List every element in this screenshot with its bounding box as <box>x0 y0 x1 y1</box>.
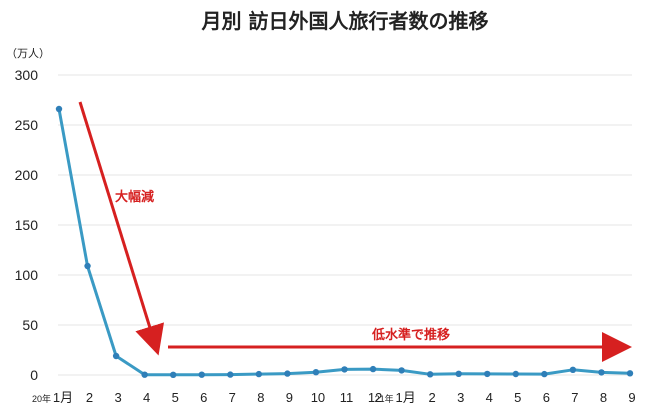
x-tick-label: 6 <box>543 390 550 405</box>
x-tick-label: 9 <box>286 390 293 405</box>
x-tick-label: 8 <box>257 390 264 405</box>
data-point <box>569 366 577 373</box>
x-tick-label: 2 <box>86 390 93 405</box>
data-point <box>312 369 320 376</box>
x-tick-label: 1月 <box>395 390 415 405</box>
x-tick-label: 10 <box>311 390 325 405</box>
x-tick-label: 4 <box>143 390 150 405</box>
data-point <box>369 365 377 373</box>
data-point <box>341 366 348 373</box>
x-tick-label: 7 <box>229 390 236 405</box>
y-axis-ticks: 0 50 100 150 200 250 300 <box>15 67 39 383</box>
y-unit-label: （万人） <box>6 47 50 60</box>
x-tick-label: 3 <box>114 390 121 405</box>
data-point <box>484 370 491 378</box>
y-tick-label: 50 <box>22 317 38 333</box>
data-point <box>55 105 63 113</box>
data-point <box>141 371 148 378</box>
x-tick-label: 6 <box>200 390 207 405</box>
x-year-label: 21年 <box>375 393 394 404</box>
y-tick-label: 100 <box>15 267 39 283</box>
decline-arrow <box>78 101 164 356</box>
x-tick-label: 5 <box>172 390 179 405</box>
series-layer <box>55 105 634 378</box>
data-point <box>512 370 519 378</box>
grid-lines <box>58 74 632 376</box>
y-tick-label: 0 <box>30 367 38 383</box>
data-point <box>284 370 291 377</box>
data-point <box>541 370 548 378</box>
y-tick-label: 300 <box>15 67 39 83</box>
x-tick-label: 2 <box>429 390 436 405</box>
data-point <box>84 262 91 270</box>
data-point <box>426 371 434 378</box>
series-line <box>57 108 631 377</box>
x-tick-label: 1月 <box>53 390 73 405</box>
x-tick-label: 5 <box>514 390 521 405</box>
data-point <box>598 369 605 376</box>
data-point <box>626 370 634 377</box>
y-tick-label: 250 <box>15 117 39 133</box>
data-point <box>170 371 177 378</box>
y-tick-label: 150 <box>15 217 39 233</box>
data-point <box>198 371 205 378</box>
x-tick-label: 3 <box>457 390 464 405</box>
annotation-low-level: 低水準で推移 <box>371 327 450 343</box>
data-point <box>398 367 405 374</box>
data-point <box>255 370 263 378</box>
x-tick-label: 11 <box>340 390 354 405</box>
x-tick-label: 12 <box>368 390 382 405</box>
annotation-sharp-decline: 大幅減 <box>115 189 154 205</box>
x-tick-label: 9 <box>628 390 635 405</box>
data-point <box>112 352 120 360</box>
x-tick-label: 7 <box>571 390 578 405</box>
x-tick-label: 8 <box>600 390 607 405</box>
data-point <box>455 370 462 377</box>
data-point <box>227 371 234 378</box>
x-year-label: 20年 <box>32 393 51 404</box>
chart-title: 月別 訪日外国人旅行者数の推移 <box>201 9 489 33</box>
x-tick-label: 4 <box>486 390 493 405</box>
y-tick-label: 200 <box>15 167 39 183</box>
